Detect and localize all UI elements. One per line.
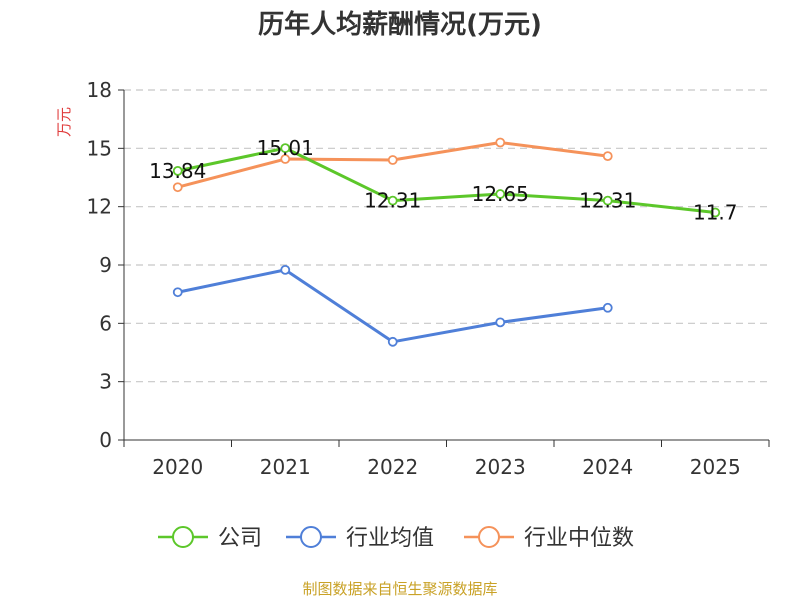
y-tick-label: 6 [99, 311, 112, 335]
series-1 [172, 143, 721, 218]
y-tick-label: 9 [99, 253, 112, 277]
data-label: 11.7 [693, 201, 738, 225]
legend-label: 公司 [218, 526, 262, 551]
x-tick-label: 2021 [260, 455, 311, 479]
data-label: 13.84 [149, 159, 206, 183]
data-point [172, 287, 183, 298]
series-3 [172, 137, 613, 193]
data-point [387, 195, 398, 206]
legend: 公司 行业均值 行业中位数 [158, 526, 634, 551]
legend-marker [478, 526, 500, 548]
data-label: 12.31 [579, 189, 636, 213]
axes [118, 89, 770, 447]
data-point [172, 182, 183, 193]
data-point [280, 154, 291, 164]
y-tick-label: 3 [99, 370, 112, 394]
data-point [495, 317, 506, 328]
data-labels: 13.84 15.01 12.31 12.65 12.31 11.7 [149, 136, 737, 224]
legend-marker [172, 526, 194, 548]
legend-label: 行业均值 [346, 526, 434, 551]
data-point [387, 336, 398, 347]
y-tick-label: 12 [87, 195, 112, 219]
data-point [280, 264, 291, 275]
x-tick-label: 2023 [475, 455, 526, 479]
data-point [387, 155, 398, 165]
y-axis-label: 万元 [55, 107, 73, 137]
legend-item[interactable]: 行业均值 [286, 526, 434, 551]
data-point [495, 137, 506, 148]
x-tick-label: 2020 [152, 455, 203, 479]
data-point [280, 143, 291, 154]
data-label: 12.31 [364, 189, 421, 213]
y-tick-label: 0 [99, 428, 112, 452]
data-label: 12.65 [472, 182, 529, 206]
source-note: 制图数据来自恒生聚源数据库 [302, 580, 497, 598]
series-line [177, 146, 716, 214]
chart-title: 历年人均薪酬情况(万元) [258, 9, 542, 40]
data-point [602, 302, 613, 313]
series-layer [172, 137, 721, 347]
legend-marker [300, 526, 322, 548]
data-point [495, 189, 506, 199]
legend-label: 行业中位数 [524, 526, 634, 551]
data-point [602, 195, 613, 206]
gridlines [124, 89, 769, 383]
series-2 [172, 264, 613, 347]
x-tick-label: 2024 [582, 455, 633, 479]
x-tick-label: 2025 [690, 455, 741, 479]
y-tick-label: 18 [87, 78, 112, 102]
x-tick-label: 2022 [367, 455, 418, 479]
y-tick-label: 15 [87, 136, 112, 160]
data-point [710, 207, 721, 218]
x-tick-labels: 2020 2021 2022 2023 2024 2025 [152, 455, 740, 479]
legend-item[interactable]: 行业中位数 [464, 526, 634, 551]
data-point [172, 165, 183, 176]
series-line [177, 268, 608, 344]
y-tick-labels: 0 3 6 9 12 15 18 [87, 78, 112, 452]
legend-item[interactable]: 公司 [158, 526, 262, 551]
data-point [602, 151, 613, 162]
data-label: 15.01 [257, 136, 314, 160]
